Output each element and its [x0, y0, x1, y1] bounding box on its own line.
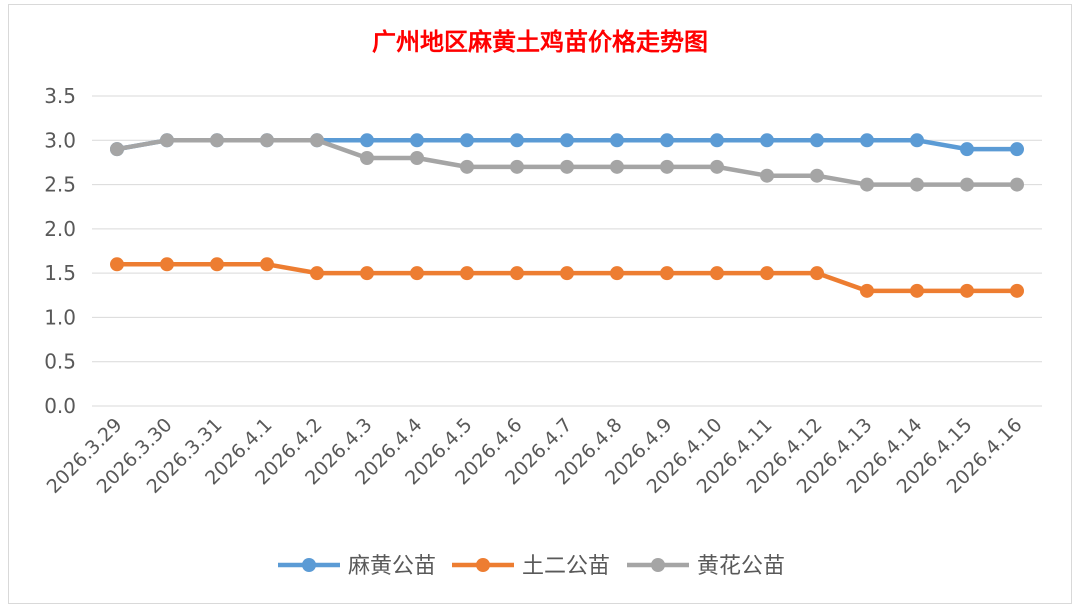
data-point: [1010, 283, 1024, 298]
data-point: [660, 266, 674, 281]
legend-label: 土二公苗: [522, 554, 610, 579]
data-point: [1010, 142, 1024, 157]
data-point: [360, 133, 374, 148]
data-point: [360, 151, 374, 165]
data-point: [260, 257, 274, 272]
data-point: [760, 266, 774, 281]
data-point: [910, 133, 924, 148]
data-point: [410, 266, 424, 281]
y-tick-label: 0.5: [44, 350, 76, 374]
y-tick-label: 2.0: [44, 217, 76, 241]
data-point: [210, 133, 224, 148]
data-point: [460, 266, 474, 281]
data-point: [460, 159, 474, 174]
chart-title: 广州地区麻黄土鸡苗价格走势图: [372, 27, 708, 56]
legend-entry: 麻黄公苗: [278, 554, 436, 579]
data-point: [610, 266, 624, 281]
data-point: [860, 177, 874, 192]
y-tick-label: 3.5: [44, 84, 76, 108]
legend-marker: [302, 558, 316, 572]
y-axis-ticks: 0.0 0.5 1.0 1.5 2.0 2.5 3.0 3.5: [44, 84, 76, 418]
data-point: [810, 266, 824, 281]
data-point: [610, 159, 624, 174]
data-point: [860, 133, 874, 148]
data-point: [710, 159, 724, 174]
data-point: [510, 266, 524, 281]
chart-frame: [8, 4, 1072, 604]
data-point: [610, 133, 624, 148]
data-point: [560, 133, 574, 148]
data-point: [110, 257, 124, 272]
series-1: [110, 257, 1024, 298]
y-tick-label: 1.0: [44, 305, 76, 329]
data-point: [410, 133, 424, 148]
data-point: [960, 177, 974, 192]
data-point: [560, 159, 574, 174]
data-point: [410, 151, 424, 165]
y-tick-label: 1.5: [44, 261, 76, 285]
data-point: [810, 168, 824, 183]
data-point: [560, 266, 574, 281]
legend-entry: 土二公苗: [452, 554, 610, 579]
data-point: [160, 133, 174, 148]
data-point: [710, 266, 724, 281]
series-2: [110, 133, 1024, 192]
data-point: [910, 283, 924, 298]
data-point: [310, 266, 324, 281]
data-point: [310, 133, 324, 148]
legend-marker: [651, 558, 665, 572]
data-point: [260, 133, 274, 148]
data-point: [660, 159, 674, 174]
legend: 麻黄公苗 土二公苗 黄花公苗: [278, 554, 785, 579]
data-point: [160, 257, 174, 272]
data-point: [760, 133, 774, 148]
data-point: [810, 133, 824, 148]
data-point: [210, 257, 224, 272]
data-point: [960, 142, 974, 157]
data-point: [360, 266, 374, 281]
legend-marker: [476, 558, 490, 572]
data-point: [1010, 177, 1024, 192]
legend-entry: 黄花公苗: [627, 554, 785, 579]
data-point: [910, 177, 924, 192]
legend-label: 黄花公苗: [697, 554, 785, 579]
data-point: [760, 168, 774, 183]
data-point: [860, 283, 874, 298]
data-point: [660, 133, 674, 148]
series-0: [110, 133, 1024, 157]
data-point: [110, 142, 124, 157]
legend-label: 麻黄公苗: [348, 554, 436, 579]
data-point: [510, 159, 524, 174]
y-tick-label: 2.5: [44, 173, 76, 197]
data-point: [510, 133, 524, 148]
series-group: [110, 133, 1024, 298]
data-point: [710, 133, 724, 148]
y-tick-label: 3.0: [44, 128, 76, 152]
data-point: [460, 133, 474, 148]
data-point: [960, 283, 974, 298]
y-tick-label: 0.0: [44, 394, 76, 418]
x-axis-ticks: 2026.3.292026.3.302026.3.312026.4.12026.…: [43, 414, 1027, 498]
